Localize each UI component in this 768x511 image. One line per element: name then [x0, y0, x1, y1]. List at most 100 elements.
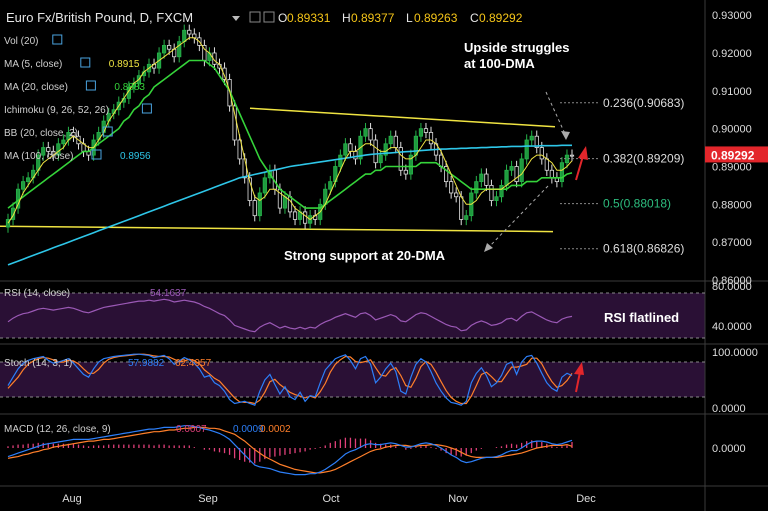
candle: [549, 169, 554, 179]
candle: [398, 147, 403, 171]
y-tick-label: 0.90000: [712, 124, 752, 136]
ma20-line: [7, 59, 573, 209]
candle: [569, 154, 575, 157]
candle: [444, 166, 449, 183]
macd-signal-value: 0.0002: [260, 424, 291, 435]
stoch-d-line: [7, 353, 573, 405]
stoch-tick-label: 100.0000: [712, 347, 758, 359]
price-badge: 0.89292: [705, 146, 768, 163]
candle: [292, 211, 298, 220]
candle: [222, 67, 227, 80]
stoch-label: Stoch (14, 3, 1): [4, 358, 72, 369]
indicator-value: 0.8915: [109, 59, 140, 70]
visibility-icon[interactable]: [85, 80, 96, 91]
candle: [328, 181, 333, 190]
x-tick-label: Dec: [576, 493, 596, 505]
rsi-band: [0, 293, 705, 338]
candle: [247, 177, 252, 201]
candle: [237, 139, 242, 160]
candle: [418, 128, 424, 137]
candle: [494, 196, 499, 201]
candle: [257, 192, 262, 217]
candle: [454, 192, 459, 198]
candle: [413, 135, 418, 156]
candle: [479, 173, 484, 183]
candle: [534, 135, 539, 148]
candle: [187, 29, 192, 35]
stoch-series: [7, 353, 573, 406]
annotation-upside-line1: Upside struggles: [464, 40, 569, 55]
candle: [368, 128, 373, 141]
chart-title: Euro Fx/British Pound, D, FXCM: [6, 10, 193, 25]
macd-series: [7, 425, 573, 476]
visibility-icon[interactable]: [80, 57, 91, 68]
candle: [499, 185, 504, 198]
fib-label: 0.236(0.90683): [603, 96, 684, 110]
macd-label: MACD (12, 26, close, 9): [4, 424, 111, 435]
candle: [378, 154, 383, 164]
price-badge-bg: [705, 146, 768, 163]
axes: 0.93000 0.92000 0.91000 0.90000 0.89000 0.880…: [62, 10, 758, 505]
y-tick-label: 0.89000: [712, 161, 752, 173]
red-arrow-stoch-head: [574, 362, 584, 375]
chart-header: Euro Fx/British Pound, D, FXCM O 0.89331…: [6, 10, 523, 25]
open-value: 0.89331: [287, 11, 331, 25]
annotation-rsi-flatlined: RSI flatlined: [604, 310, 679, 325]
settings-icon[interactable]: [249, 11, 261, 23]
visibility-icon[interactable]: [102, 126, 113, 137]
macd-tick-label: 0.0000: [712, 443, 746, 455]
fib-levels: 0.236(0.90683) 0.382(0.89209) 0.5(0.88018)…: [560, 96, 684, 256]
close-label: C: [470, 11, 479, 25]
annotation-upside-line2: at 100-DMA: [464, 56, 535, 71]
dashed-arrow-support: [487, 185, 549, 249]
price-series: [0, 24, 575, 266]
stoch-d-value: 62.4957: [175, 358, 212, 369]
stoch-tick-label: 0.0000: [712, 403, 746, 415]
visibility-icon[interactable]: [141, 103, 152, 114]
candle: [56, 143, 61, 156]
candle: [559, 162, 565, 183]
candle: [192, 33, 197, 39]
macd-line: [7, 425, 573, 476]
candle: [403, 169, 408, 175]
candle: [282, 196, 288, 209]
candle: [423, 128, 429, 133]
candle: [338, 154, 343, 167]
stoch-k-value: 57.9882: [128, 358, 165, 369]
candle: [449, 181, 454, 194]
candle: [41, 147, 46, 156]
visibility-icon[interactable]: [91, 149, 102, 160]
macd-value: 0.0009: [233, 424, 264, 435]
high-label: H: [342, 11, 351, 25]
candle: [474, 181, 479, 194]
candle: [539, 147, 544, 160]
red-arrow-stoch: [575, 371, 581, 393]
candle: [363, 128, 368, 137]
indicator-value: 0.8883: [114, 82, 145, 93]
stoch-band: [0, 362, 705, 397]
rsi-tick-label: 40.0000: [712, 321, 752, 333]
fib-label: 0.5(0.88018): [603, 197, 671, 211]
rsi-line: [7, 298, 573, 333]
y-tick-label: 0.91000: [712, 86, 752, 98]
x-tick-label: Oct: [322, 493, 339, 505]
fib-label: 0.382(0.89209): [603, 152, 684, 166]
candle: [303, 211, 308, 224]
candle: [509, 166, 514, 171]
indicator-legend: Vol (20) MA (5, close) 0.8915 MA (20, close…: [4, 34, 152, 162]
candle: [459, 196, 464, 220]
candle: [388, 135, 393, 145]
rsi-label: RSI (14, close): [4, 288, 70, 299]
high-value: 0.89377: [351, 11, 395, 25]
x-tick-label: Aug: [62, 493, 82, 505]
candle: [343, 143, 348, 156]
y-tick-label: 0.87000: [712, 237, 752, 249]
visibility-icon[interactable]: [52, 34, 63, 45]
indicator-label: MA (5, close): [4, 59, 62, 70]
rsi-tick-label: 80.0000: [712, 281, 752, 293]
chevron-down-icon[interactable]: [232, 16, 240, 21]
candle: [26, 177, 31, 183]
settings-icon-2[interactable]: [263, 11, 275, 23]
macd-hist-value: 0.0007: [176, 424, 207, 435]
